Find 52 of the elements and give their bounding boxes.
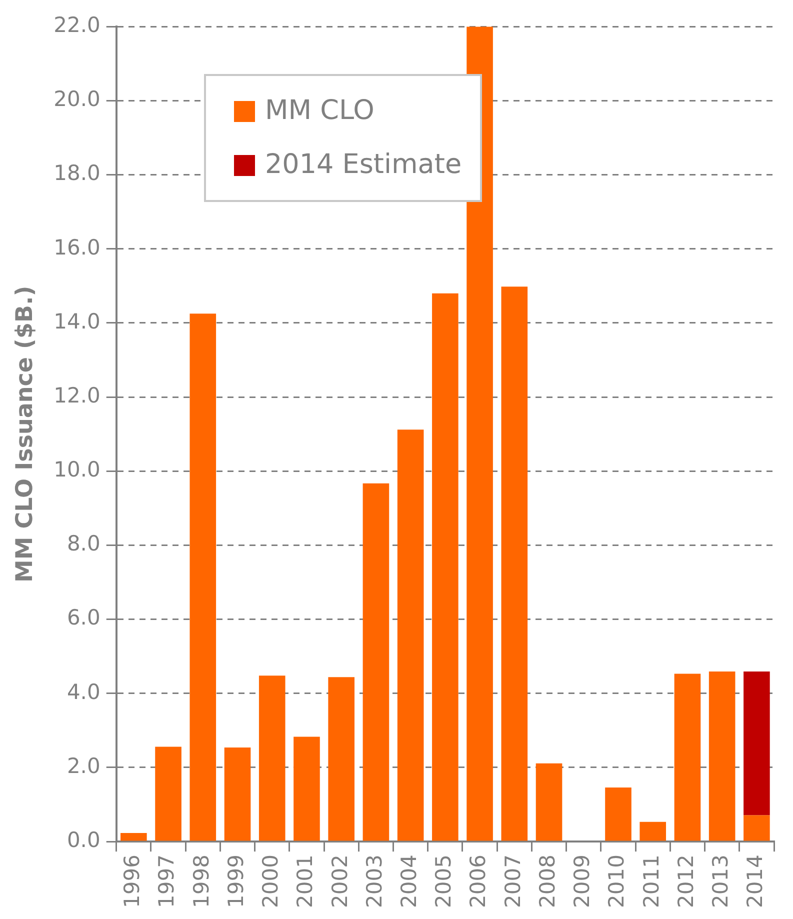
bar bbox=[536, 763, 562, 841]
y-tick-label: 4.0 bbox=[66, 680, 100, 704]
x-tick-label: 1999 bbox=[224, 854, 248, 908]
x-tick-label: 2007 bbox=[500, 854, 525, 908]
x-tick-label: 2002 bbox=[328, 854, 352, 908]
x-tick-label: 2010 bbox=[604, 854, 629, 908]
x-tick-label: 2008 bbox=[535, 854, 560, 908]
x-tick-label: 2004 bbox=[397, 854, 422, 908]
y-tick-label: 10.0 bbox=[54, 458, 100, 482]
legend-label: 2014 Estimate bbox=[265, 148, 462, 182]
bar bbox=[708, 672, 736, 841]
bar bbox=[605, 787, 632, 841]
x-tick-label: 2001 bbox=[293, 854, 318, 908]
bar bbox=[155, 746, 182, 841]
bar bbox=[294, 736, 320, 841]
y-tick-label: 0.0 bbox=[66, 828, 100, 852]
bar bbox=[744, 815, 770, 841]
bar bbox=[120, 833, 147, 841]
x-tick-label: 2012 bbox=[674, 854, 698, 908]
x-tick-label: 1996 bbox=[120, 854, 144, 908]
x-tick-label: 1997 bbox=[154, 854, 179, 908]
x-tick-label: 2009 bbox=[570, 854, 594, 908]
x-tick-label: 2014 bbox=[743, 854, 768, 908]
bar bbox=[640, 822, 666, 841]
bar bbox=[744, 672, 770, 816]
bar bbox=[328, 677, 354, 841]
x-tick-label: 2003 bbox=[362, 854, 386, 908]
y-tick-label: 18.0 bbox=[54, 161, 100, 186]
bar bbox=[501, 286, 528, 841]
bar bbox=[258, 676, 286, 841]
y-tick-label: 2.0 bbox=[66, 754, 100, 778]
bar bbox=[362, 483, 390, 841]
y-axis-title: MM CLO Issuance ($B.) bbox=[12, 286, 38, 582]
x-tick-label: 2000 bbox=[258, 854, 283, 908]
bar bbox=[674, 674, 701, 841]
y-tick-label: 20.0 bbox=[54, 87, 100, 112]
bar bbox=[432, 293, 458, 841]
bar bbox=[190, 314, 216, 841]
x-tick-label: 2011 bbox=[639, 854, 664, 908]
y-tick-label: 16.0 bbox=[54, 235, 100, 260]
x-tick-label: 1998 bbox=[189, 854, 214, 908]
bar bbox=[397, 430, 424, 841]
x-tick-label: 2006 bbox=[466, 854, 490, 908]
bar bbox=[224, 747, 251, 841]
y-tick-label: 22.0 bbox=[54, 13, 100, 38]
y-tick-label: 12.0 bbox=[54, 383, 100, 408]
legend-label: MM CLO bbox=[265, 94, 374, 128]
y-tick-label: 14.0 bbox=[54, 309, 100, 334]
y-tick-label: 8.0 bbox=[66, 532, 100, 556]
x-tick-label: 2005 bbox=[432, 854, 456, 908]
y-tick-label: 6.0 bbox=[66, 606, 100, 630]
x-tick-label: 2013 bbox=[708, 854, 733, 908]
